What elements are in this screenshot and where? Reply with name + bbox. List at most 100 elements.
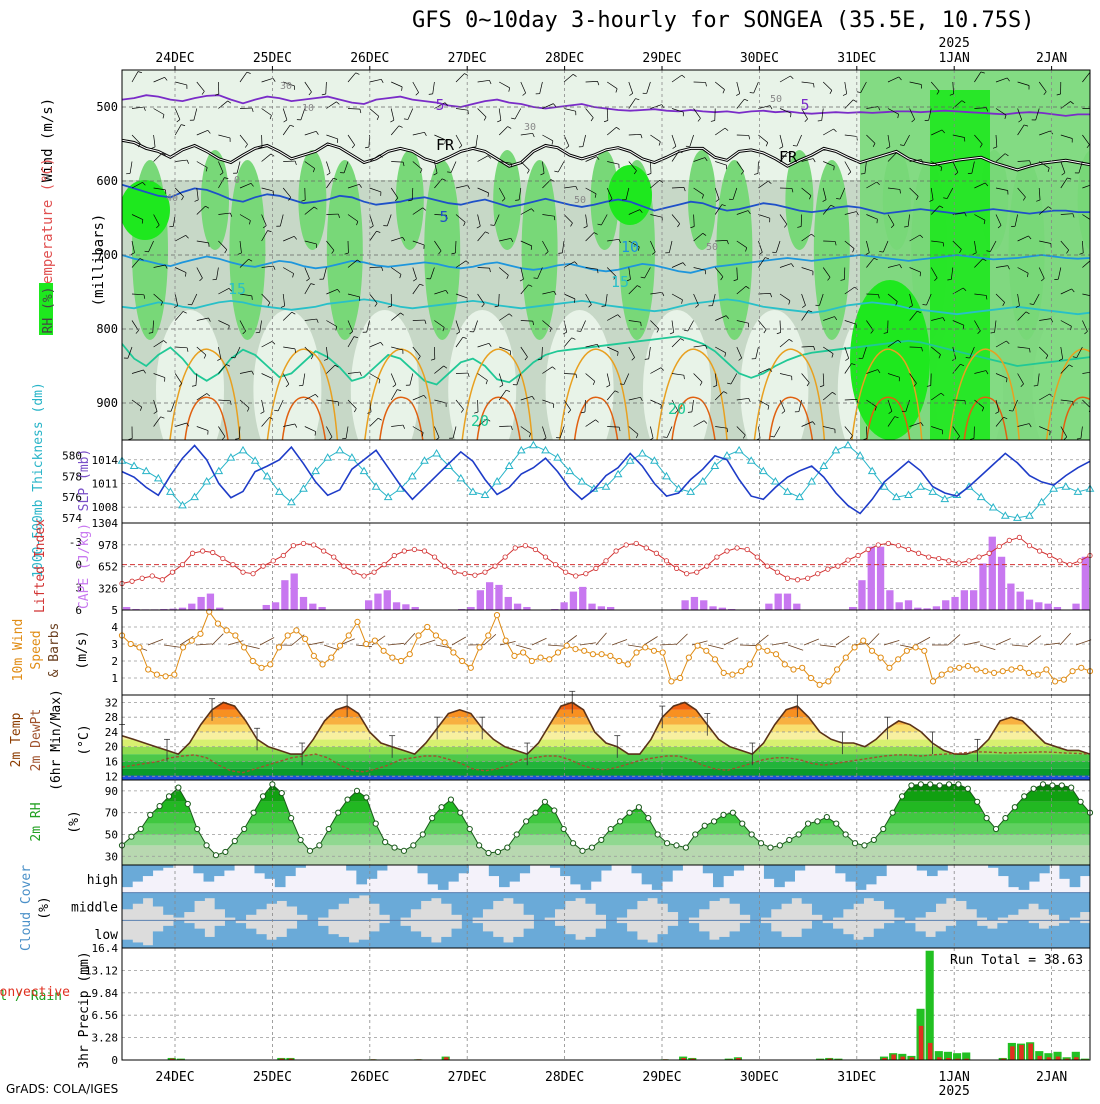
- wind-speed-point: [948, 667, 953, 672]
- rh-point: [467, 826, 472, 831]
- lifted-index-point: [503, 555, 507, 559]
- thickness-point: [651, 457, 658, 463]
- cloud-cell-low: [987, 929, 998, 948]
- lifted-index-point: [725, 549, 729, 553]
- cloud-cell-middle: [719, 893, 730, 899]
- cape-bar: [1007, 584, 1014, 610]
- cape-bar: [765, 604, 772, 610]
- wind-speed-point: [303, 636, 308, 641]
- rh-dry-cell: [546, 310, 614, 470]
- lifted-index-point: [382, 562, 386, 566]
- lifted-index-point: [342, 564, 346, 568]
- wind-speed-point: [590, 652, 595, 657]
- cloud-cell-high: [601, 865, 612, 871]
- cape-bar: [1044, 604, 1051, 610]
- rh-point: [984, 816, 989, 821]
- rh-band: [122, 813, 1090, 824]
- cloud-cell-low: [307, 920, 318, 948]
- cloud-cell-middle: [730, 893, 741, 904]
- cloud-cell-middle: [668, 893, 679, 912]
- rh-point: [542, 799, 547, 804]
- wind-speed-point: [852, 645, 857, 650]
- cloud-cell-middle: [297, 893, 308, 915]
- wind-speed-point: [215, 621, 220, 626]
- cloud-cell-low: [276, 937, 287, 948]
- lifted-index-point: [1037, 549, 1041, 553]
- cloud-unit-label: (%): [37, 896, 52, 919]
- wind-speed-point: [233, 633, 238, 638]
- cape-bar: [207, 594, 214, 610]
- wind-speed-point: [189, 638, 194, 643]
- rh-point: [1059, 783, 1064, 788]
- cloud-cell-high: [428, 865, 439, 884]
- cloud-cell-high: [784, 865, 795, 882]
- cloud-cell-high: [417, 865, 428, 873]
- cloud-cell-middle: [204, 893, 215, 899]
- cloud-cell-middle: [338, 893, 349, 904]
- rh-point: [815, 819, 820, 824]
- wind-speed-point: [416, 633, 421, 638]
- cape-bar: [560, 602, 567, 610]
- cloud-cell-high: [438, 865, 449, 890]
- cape-bar: [700, 600, 707, 610]
- lifted-index-point: [987, 551, 991, 555]
- thickness-tick-label: 574: [62, 512, 82, 525]
- cloud-cell-low: [791, 937, 802, 948]
- rh-point: [975, 799, 980, 804]
- temp-tick-label: 28: [105, 711, 118, 724]
- contour-label: 5: [800, 96, 809, 114]
- cape-bar: [886, 590, 893, 610]
- wind-speed-point: [425, 624, 430, 629]
- temp-fill: [122, 695, 1090, 776]
- precip-convective-bar: [901, 1057, 906, 1060]
- cloud-cell-middle: [555, 893, 566, 910]
- wind-speed-point: [651, 648, 656, 653]
- precip-convective-bar: [919, 1026, 924, 1060]
- cloud-cell-low: [287, 929, 298, 948]
- bottom-date-label: 26DEC: [350, 1070, 389, 1085]
- rh-point: [956, 782, 961, 787]
- pressure-axis-label: (millibars): [91, 214, 107, 307]
- pressure-tick-label: 800: [96, 322, 118, 336]
- cloud-cell-middle: [184, 893, 195, 912]
- cape-bar: [263, 605, 270, 610]
- cloud-cell-middle: [441, 893, 452, 904]
- cloud-cell-low: [833, 929, 844, 948]
- top-date-label: 28DEC: [545, 51, 584, 66]
- cloud-cell-middle: [1018, 893, 1029, 910]
- slp-tick-label: 1011: [92, 477, 119, 490]
- cloud-cell-high: [764, 865, 775, 879]
- lifted-index-point: [493, 564, 497, 568]
- precip-tick-label: 3.28: [92, 1032, 119, 1045]
- lifted-index-point: [805, 576, 809, 580]
- wind-speed-point: [521, 650, 526, 655]
- cloud-cell-low: [647, 942, 658, 948]
- wind-speed-point: [843, 655, 848, 660]
- wind-speed-point: [398, 658, 403, 663]
- cape-tick-label: 5: [111, 604, 118, 617]
- cloud-cell-high: [224, 865, 235, 871]
- rh-fill: [122, 780, 1090, 865]
- cloud-cell-high: [937, 865, 948, 871]
- cloud-cell-low: [452, 929, 463, 948]
- cloud-cell-high: [448, 865, 459, 882]
- contour-label: 0: [234, 175, 240, 186]
- cloud-cell-middle: [163, 893, 174, 915]
- cloud-cell-low: [194, 929, 205, 948]
- rh-point: [862, 843, 867, 848]
- cloud-cell-low: [874, 929, 885, 948]
- rh-unit-label: (%): [67, 810, 82, 833]
- rh-dry-cell: [351, 310, 419, 470]
- rh-dry-cell: [253, 310, 321, 470]
- slp-tick-label: 1014: [92, 454, 119, 467]
- cloud-cell-middle: [915, 893, 926, 918]
- rh-point: [617, 819, 622, 824]
- cloud-cell-middle: [225, 893, 236, 918]
- rh-point: [1078, 799, 1083, 804]
- cloud-cell-middle: [328, 893, 339, 910]
- cape-bar: [291, 573, 298, 610]
- rh-point: [373, 821, 378, 826]
- cloud-cell-high: [193, 865, 204, 873]
- top-date-label: 25DEC: [253, 51, 292, 66]
- lifted-index-point: [453, 570, 457, 574]
